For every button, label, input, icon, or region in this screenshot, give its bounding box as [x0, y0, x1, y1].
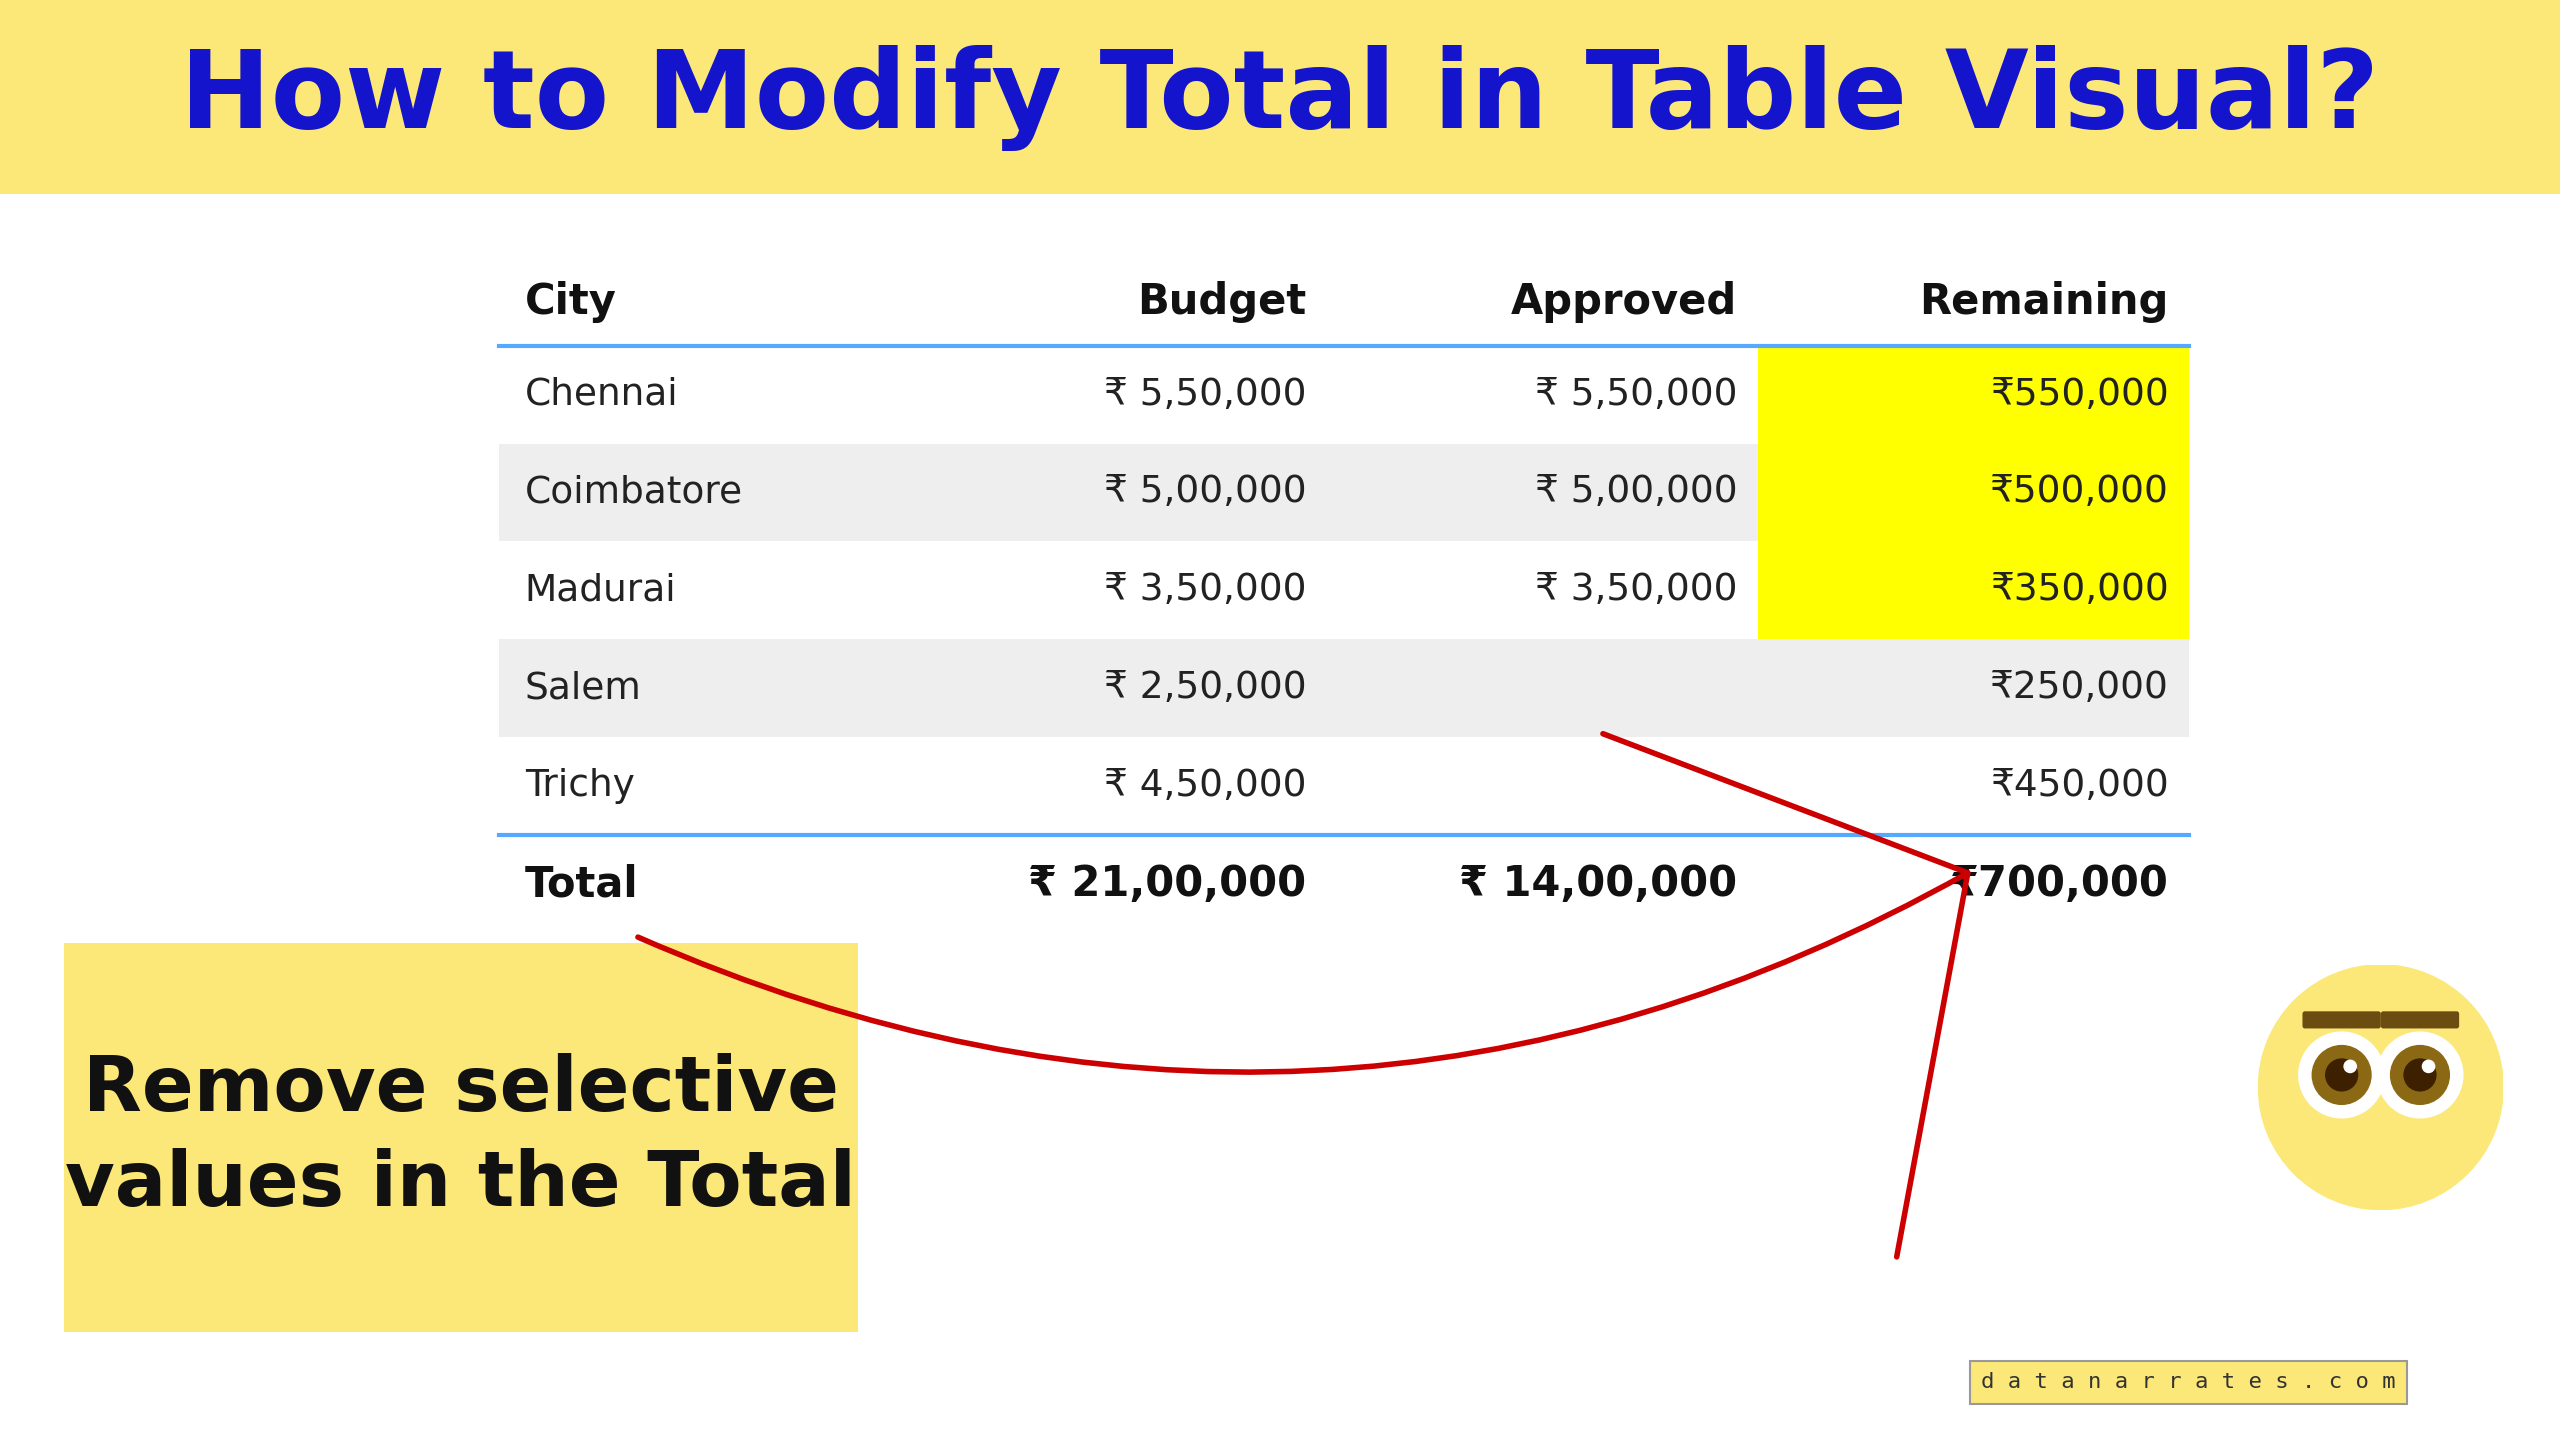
Circle shape	[2258, 965, 2504, 1210]
Text: ₹500,000: ₹500,000	[1989, 475, 2168, 511]
Text: ₹ 5,00,000: ₹ 5,00,000	[1103, 475, 1306, 511]
Text: ₹450,000: ₹450,000	[1989, 769, 2168, 804]
Text: Remaining: Remaining	[1920, 281, 2168, 324]
Text: How to Modify Total in Table Visual?: How to Modify Total in Table Visual?	[182, 45, 2378, 151]
Text: ₹350,000: ₹350,000	[1989, 572, 2168, 608]
Text: ₹ 3,50,000: ₹ 3,50,000	[1536, 572, 1738, 608]
Circle shape	[2299, 1032, 2383, 1117]
Text: d a t a n a r r a t e s . c o m: d a t a n a r r a t e s . c o m	[1981, 1372, 2396, 1392]
Circle shape	[2404, 1058, 2437, 1092]
Text: ₹ 5,00,000: ₹ 5,00,000	[1536, 475, 1738, 511]
Text: ₹700,000: ₹700,000	[1951, 863, 2168, 906]
Text: Budget: Budget	[1137, 281, 1306, 324]
Text: ₹ 21,00,000: ₹ 21,00,000	[1029, 863, 1306, 906]
Text: Approved: Approved	[1510, 281, 1738, 324]
Text: City: City	[525, 281, 617, 324]
Text: ₹250,000: ₹250,000	[1989, 670, 2168, 706]
Text: ₹ 5,50,000: ₹ 5,50,000	[1536, 376, 1738, 412]
Text: ₹ 3,50,000: ₹ 3,50,000	[1103, 572, 1306, 608]
Text: Trichy: Trichy	[525, 769, 635, 804]
Circle shape	[2312, 1045, 2371, 1104]
Circle shape	[2391, 1045, 2450, 1104]
Text: ₹ 4,50,000: ₹ 4,50,000	[1103, 769, 1306, 804]
Circle shape	[2378, 1032, 2463, 1117]
Text: Remove selective
values in the Total: Remove selective values in the Total	[67, 1054, 855, 1221]
Text: Chennai: Chennai	[525, 376, 678, 412]
FancyBboxPatch shape	[2301, 1011, 2381, 1028]
Circle shape	[2422, 1060, 2435, 1073]
Text: ₹550,000: ₹550,000	[1989, 376, 2168, 412]
Text: ₹ 14,00,000: ₹ 14,00,000	[1459, 863, 1738, 906]
FancyBboxPatch shape	[2381, 1011, 2460, 1028]
Text: Madurai: Madurai	[525, 572, 676, 608]
Text: Coimbatore: Coimbatore	[525, 475, 742, 511]
Text: ₹ 2,50,000: ₹ 2,50,000	[1103, 670, 1306, 706]
Circle shape	[2345, 1060, 2355, 1073]
Text: Total: Total	[525, 863, 637, 906]
Text: Salem: Salem	[525, 670, 643, 706]
Text: ₹ 5,50,000: ₹ 5,50,000	[1103, 376, 1306, 412]
Circle shape	[2324, 1058, 2358, 1092]
